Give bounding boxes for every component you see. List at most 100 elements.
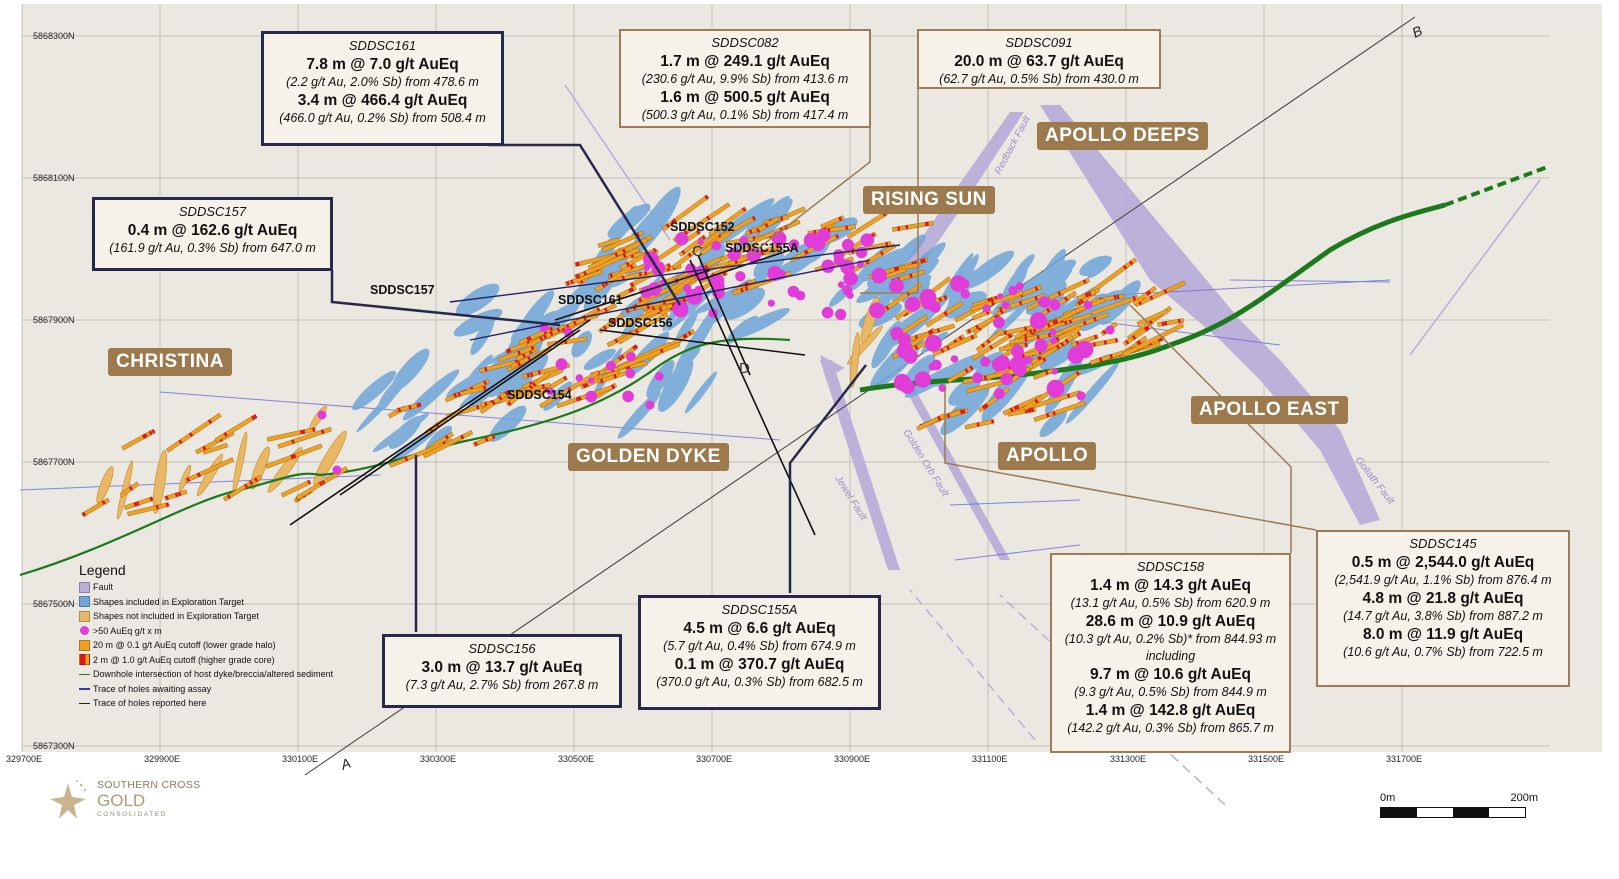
high-grade-dot bbox=[841, 238, 855, 251]
high-grade-dot bbox=[625, 351, 636, 362]
hole-trace-sddsc156 bbox=[599, 329, 806, 356]
legend-label: Trace of holes awaiting assay bbox=[93, 683, 212, 694]
high-grade-core bbox=[970, 334, 975, 340]
high-grade-core bbox=[507, 401, 512, 406]
hole-label-sddsc154: SDDSC154 bbox=[507, 388, 572, 402]
target-shape bbox=[463, 354, 493, 388]
high-grade-core bbox=[936, 328, 941, 333]
high-grade-core bbox=[135, 501, 140, 506]
low-grade-halo bbox=[277, 426, 332, 449]
easting-label: 330900E bbox=[834, 754, 870, 764]
high-grade-core bbox=[1018, 300, 1023, 306]
legend-swatch bbox=[79, 581, 90, 593]
high-grade-core bbox=[741, 207, 747, 212]
high-grade-dot bbox=[1023, 355, 1033, 364]
high-grade-dot bbox=[835, 308, 847, 321]
intercept-segment bbox=[1048, 277, 1090, 301]
high-grade-dot bbox=[980, 356, 991, 367]
legend-item: 2 m @ 1.0 g/t AuEq cutoff (higher grade … bbox=[79, 653, 333, 668]
high-grade-core bbox=[681, 250, 686, 255]
intercept-segment bbox=[597, 237, 621, 248]
target-shape bbox=[1039, 340, 1080, 370]
high-grade-core bbox=[165, 502, 169, 508]
intercept-line: 1.4 m @ 14.3 g/t AuEq bbox=[1090, 577, 1251, 594]
high-grade-core bbox=[521, 352, 526, 358]
high-grade-core bbox=[969, 365, 974, 371]
high-grade-dot bbox=[821, 259, 835, 273]
legend-item: Fault bbox=[79, 580, 333, 595]
legend-swatch bbox=[79, 654, 90, 666]
high-grade-core bbox=[1044, 370, 1049, 376]
intercept-line: 1.7 m @ 249.1 g/t AuEq bbox=[660, 53, 830, 70]
high-grade-core bbox=[143, 433, 148, 439]
high-grade-core bbox=[484, 437, 489, 442]
high-grade-core bbox=[498, 395, 503, 401]
high-grade-core bbox=[529, 372, 534, 377]
low-grade-halo bbox=[820, 215, 845, 229]
low-grade-halo bbox=[184, 457, 235, 483]
callout-sddsc091: SDDSC091 20.0 m @ 63.7 g/t AuEq (62.7 g/… bbox=[917, 29, 1161, 89]
high-grade-core bbox=[141, 434, 147, 439]
high-grade-core bbox=[609, 273, 613, 278]
high-grade-dot bbox=[960, 289, 970, 299]
high-grade-core bbox=[751, 216, 756, 221]
intercept-segment bbox=[1136, 308, 1169, 327]
callout-leaders-navy bbox=[330, 143, 867, 632]
high-grade-core bbox=[576, 273, 581, 279]
intercept-segment bbox=[525, 324, 566, 349]
high-grade-dot bbox=[1029, 312, 1047, 330]
high-grade-core bbox=[622, 248, 627, 254]
assay-detail-line: (142.2 g/t Au, 0.3% Sb) from 865.7 m bbox=[1067, 721, 1274, 735]
high-grade-dot bbox=[767, 299, 775, 307]
high-grade-core bbox=[683, 333, 688, 339]
high-grade-core bbox=[253, 414, 258, 419]
high-grade-core bbox=[572, 320, 577, 326]
fault-wedge bbox=[820, 355, 845, 378]
intercept-segment bbox=[891, 220, 934, 232]
high-grade-core bbox=[1024, 342, 1028, 348]
high-grade-core bbox=[505, 348, 510, 354]
region-golden-dyke: GOLDEN DYKE bbox=[568, 443, 729, 471]
high-grade-core bbox=[628, 288, 633, 293]
assay-detail-line: (62.7 g/t Au, 0.5% Sb) from 430.0 m bbox=[939, 72, 1139, 86]
target-shape bbox=[729, 307, 790, 340]
high-grade-core bbox=[251, 415, 256, 421]
intercept-segment bbox=[1076, 289, 1097, 301]
low-grade-halo bbox=[202, 443, 229, 455]
callout-sddsc158: SDDSC158 1.4 m @ 14.3 g/t AuEq (13.1 g/t… bbox=[1050, 553, 1291, 753]
scale-bar-graphic bbox=[1380, 807, 1526, 818]
region-apollo-east: APOLLO EAST bbox=[1191, 396, 1348, 424]
high-grade-core bbox=[1147, 289, 1152, 295]
high-grade-core bbox=[603, 307, 608, 313]
high-grade-core bbox=[320, 429, 325, 435]
high-grade-dot bbox=[674, 300, 688, 315]
map-legend: Legend Fault Shapes included in Explorati… bbox=[79, 562, 333, 711]
low-grade-halo bbox=[671, 231, 721, 270]
high-grade-core bbox=[922, 258, 926, 263]
callout-sddsc082: SDDSC082 1.7 m @ 249.1 g/t AuEq (230.6 g… bbox=[619, 29, 871, 128]
high-grade-core bbox=[491, 434, 496, 440]
easting-label: 331500E bbox=[1248, 754, 1284, 764]
high-grade-core bbox=[556, 327, 561, 333]
high-grade-core bbox=[453, 392, 457, 398]
high-grade-core bbox=[1015, 404, 1020, 410]
high-grade-dots bbox=[317, 228, 1115, 475]
high-grade-core bbox=[318, 481, 324, 487]
high-grade-core bbox=[81, 511, 87, 517]
low-grade-halo bbox=[587, 237, 649, 271]
high-grade-core bbox=[838, 216, 843, 222]
low-grade-halo bbox=[1121, 322, 1184, 357]
high-grade-core bbox=[186, 477, 191, 482]
star-logo-icon bbox=[50, 780, 87, 819]
high-grade-core bbox=[914, 344, 919, 350]
high-grade-core bbox=[1055, 344, 1061, 350]
high-grade-core bbox=[291, 439, 295, 444]
high-grade-dot bbox=[697, 238, 704, 245]
intercept-segment bbox=[202, 443, 229, 455]
target-shape bbox=[943, 291, 987, 319]
high-grade-core bbox=[984, 403, 989, 408]
high-grade-core bbox=[982, 404, 988, 409]
high-grade-core bbox=[483, 380, 488, 386]
